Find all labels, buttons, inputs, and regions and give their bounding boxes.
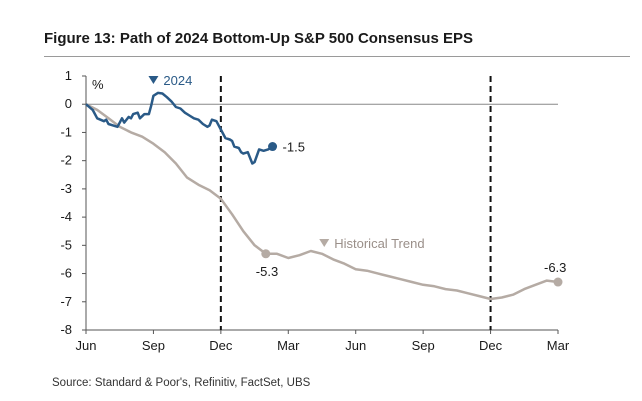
x-tick-label: Sep	[142, 338, 165, 353]
historical-trend-line	[85, 103, 559, 301]
y-tick-label: -3	[60, 181, 72, 196]
chart-axes: 1 0 -1 -2 -3 -4 -5 -6 -7 -8% Jun Sep Dec Mar Jun Sep Dec…	[60, 68, 569, 353]
y-tick-label: -6	[60, 266, 72, 281]
y-tick-label: -2	[60, 153, 72, 168]
y-tick-label: 1	[65, 68, 72, 83]
series-2024-legend-label: 2024	[163, 73, 192, 88]
historical-legend-marker	[319, 239, 330, 247]
y-tick-label: -4	[60, 209, 72, 224]
x-tick-label: Sep	[412, 338, 435, 353]
x-tick-label: Dec	[479, 338, 503, 353]
x-tick-label: Dec	[209, 338, 233, 353]
chart-annotations: 2024 -1.5 Historical Trend -5.3 -6.3	[148, 73, 566, 279]
series-2024-end-label: -1.5	[283, 140, 305, 155]
title-divider	[44, 56, 630, 57]
y-tick-label: 0	[65, 96, 72, 111]
series-2024-line	[85, 91, 274, 165]
source-note: Source: Standard & Poor's, Refinitiv, Fa…	[52, 377, 311, 389]
historical-end-point	[553, 277, 563, 287]
y-tick-label: -5	[60, 237, 72, 252]
chart-title: Figure 13: Path of 2024 Bottom-Up S&P 50…	[44, 30, 473, 47]
y-tick-label: -8	[60, 322, 72, 337]
historical-march-label: -5.3	[256, 264, 278, 279]
y-axis-unit: %	[92, 77, 104, 92]
x-tick-label: Mar	[277, 338, 300, 353]
y-tick-label: -7	[60, 294, 72, 309]
chart-series	[85, 91, 563, 301]
historical-end-label: -6.3	[544, 260, 566, 275]
x-tick-label: Jun	[76, 338, 97, 353]
historical-legend-label: Historical Trend	[334, 236, 424, 251]
series-2024-legend-marker	[148, 76, 159, 84]
y-tick-label: -1	[60, 124, 72, 139]
series-2024-end-point	[268, 142, 278, 152]
historical-march-point	[261, 249, 271, 259]
x-tick-label: Jun	[345, 338, 366, 353]
x-tick-label: Mar	[547, 338, 570, 353]
